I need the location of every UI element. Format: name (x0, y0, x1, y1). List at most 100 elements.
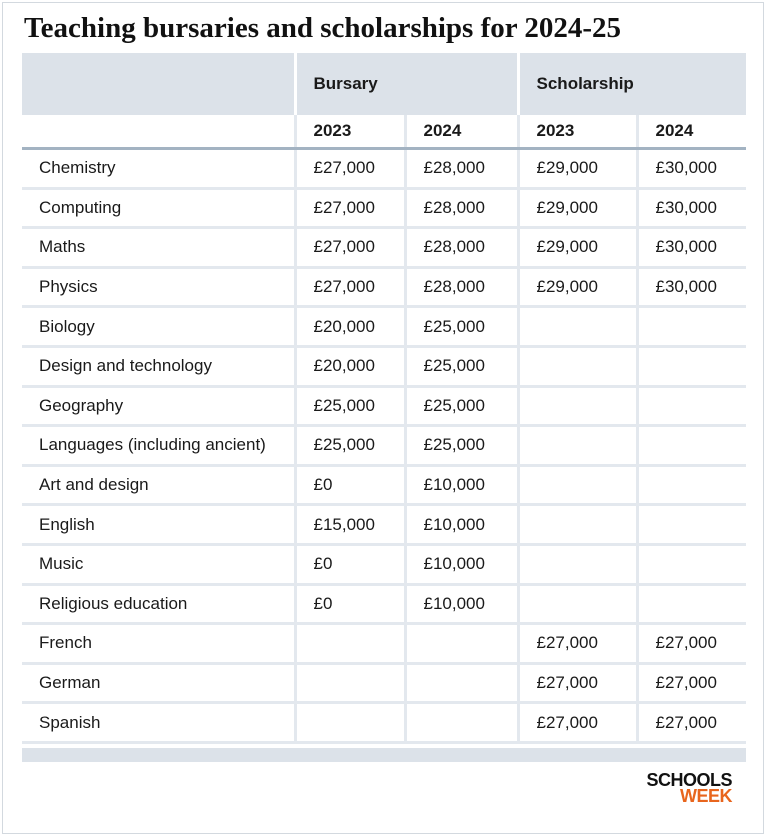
table-row: English £15,000 £10,000 (22, 504, 747, 546)
year-header: 2024 (637, 115, 747, 150)
amount-cell: £0 (295, 544, 407, 586)
amount-cell: £25,000 (405, 306, 520, 348)
title: Teaching bursaries and scholarships for … (24, 12, 622, 44)
year-header: 2024 (405, 115, 520, 150)
subject-cell: Design and technology (22, 346, 297, 388)
subject-cell: Religious education (22, 584, 297, 626)
amount-cell: £25,000 (405, 346, 520, 388)
subject-cell: German (22, 663, 297, 705)
amount-cell: £10,000 (405, 584, 520, 626)
amount-cell: £25,000 (295, 425, 407, 467)
table-row: Chemistry £27,000 £28,000 £29,000 £30,000 (22, 148, 747, 190)
amount-cell (637, 386, 747, 428)
amount-cell: £25,000 (405, 386, 520, 428)
table-row: Design and technology £20,000 £25,000 (22, 346, 747, 388)
subject-cell: Computing (22, 188, 297, 230)
subject-cell: Art and design (22, 465, 297, 507)
amount-cell: £15,000 (295, 504, 407, 546)
amount-cell (518, 544, 639, 586)
amount-cell: £27,000 (637, 663, 747, 705)
amount-cell (518, 584, 639, 626)
amount-cell: £10,000 (405, 544, 520, 586)
header-cell (22, 53, 297, 115)
table-row: Spanish £27,000 £27,000 (22, 702, 747, 744)
table-row: Biology £20,000 £25,000 (22, 306, 747, 348)
amount-cell: £27,000 (518, 663, 639, 705)
logo: SCHOOLS WEEK (646, 770, 732, 806)
subject-cell: Music (22, 544, 297, 586)
amount-cell: £30,000 (637, 188, 747, 230)
amount-cell: £27,000 (518, 623, 639, 665)
amount-cell (637, 425, 747, 467)
amount-cell (295, 623, 407, 665)
amount-cell: £27,000 (295, 267, 407, 309)
amount-cell: £25,000 (295, 386, 407, 428)
amount-cell: £0 (295, 584, 407, 626)
amount-cell (518, 386, 639, 428)
amount-cell: £27,000 (295, 148, 407, 190)
amount-cell (518, 346, 639, 388)
group-header: Bursary (295, 53, 520, 115)
amount-cell: £30,000 (637, 148, 747, 190)
subject-cell: Spanish (22, 702, 297, 744)
amount-cell (518, 425, 639, 467)
table-row: Maths £27,000 £28,000 £29,000 £30,000 (22, 227, 747, 269)
table-row: Music £0 £10,000 (22, 544, 747, 586)
amount-cell: £29,000 (518, 148, 639, 190)
subject-cell: Languages (including ancient) (22, 425, 297, 467)
amount-cell: £27,000 (295, 227, 407, 269)
amount-cell: £27,000 (637, 623, 747, 665)
amount-cell (637, 584, 747, 626)
amount-cell: £28,000 (405, 188, 520, 230)
amount-cell: £20,000 (295, 306, 407, 348)
table-row: Art and design £0 £10,000 (22, 465, 747, 507)
amount-cell (405, 702, 520, 744)
year-header-row: 2023 2024 2023 2024 (22, 115, 747, 150)
amount-cell: £20,000 (295, 346, 407, 388)
logo-line: WEEK (680, 786, 732, 806)
subject-cell: Chemistry (22, 148, 297, 190)
amount-cell: £10,000 (405, 504, 520, 546)
table-row: Computing £27,000 £28,000 £29,000 £30,000 (22, 188, 747, 230)
amount-cell (637, 544, 747, 586)
amount-cell: £0 (295, 465, 407, 507)
year-header: 2023 (518, 115, 639, 150)
table-row: Geography £25,000 £25,000 (22, 386, 747, 428)
amount-cell (405, 663, 520, 705)
amount-cell (295, 663, 407, 705)
amount-cell (518, 306, 639, 348)
amount-cell (637, 306, 747, 348)
amount-cell (637, 504, 747, 546)
table-row: German £27,000 £27,000 (22, 663, 747, 705)
amount-cell: £28,000 (405, 148, 520, 190)
amount-cell: £29,000 (518, 267, 639, 309)
table-body: Chemistry £27,000 £28,000 £29,000 £30,000 Com… (22, 148, 747, 744)
amount-cell: £27,000 (637, 702, 747, 744)
logo-line: SCHOOLS (646, 770, 732, 790)
subject-cell: Geography (22, 386, 297, 428)
subject-cell: Maths (22, 227, 297, 269)
amount-cell: £28,000 (405, 227, 520, 269)
amount-cell (637, 346, 747, 388)
amount-cell: £30,000 (637, 227, 747, 269)
subject-cell: Biology (22, 306, 297, 348)
group-header: Scholarship (518, 53, 747, 115)
amount-cell: £29,000 (518, 227, 639, 269)
amount-cell: £29,000 (518, 188, 639, 230)
table-row: Physics £27,000 £28,000 £29,000 £30,000 (22, 267, 747, 309)
amount-cell: £28,000 (405, 267, 520, 309)
subject-cell: French (22, 623, 297, 665)
year-header: 2023 (295, 115, 407, 150)
amount-cell (637, 465, 747, 507)
amount-cell (405, 623, 520, 665)
amount-cell (518, 465, 639, 507)
group-header-row: Bursary Scholarship (22, 53, 747, 115)
table: Bursary Scholarship 2023 2024 2023 2024 … (22, 53, 747, 744)
subject-cell: English (22, 504, 297, 546)
table-row: French £27,000 £27,000 (22, 623, 747, 665)
amount-cell: £25,000 (405, 425, 520, 467)
table-row: Religious education £0 £10,000 (22, 584, 747, 626)
amount-cell: £27,000 (295, 188, 407, 230)
